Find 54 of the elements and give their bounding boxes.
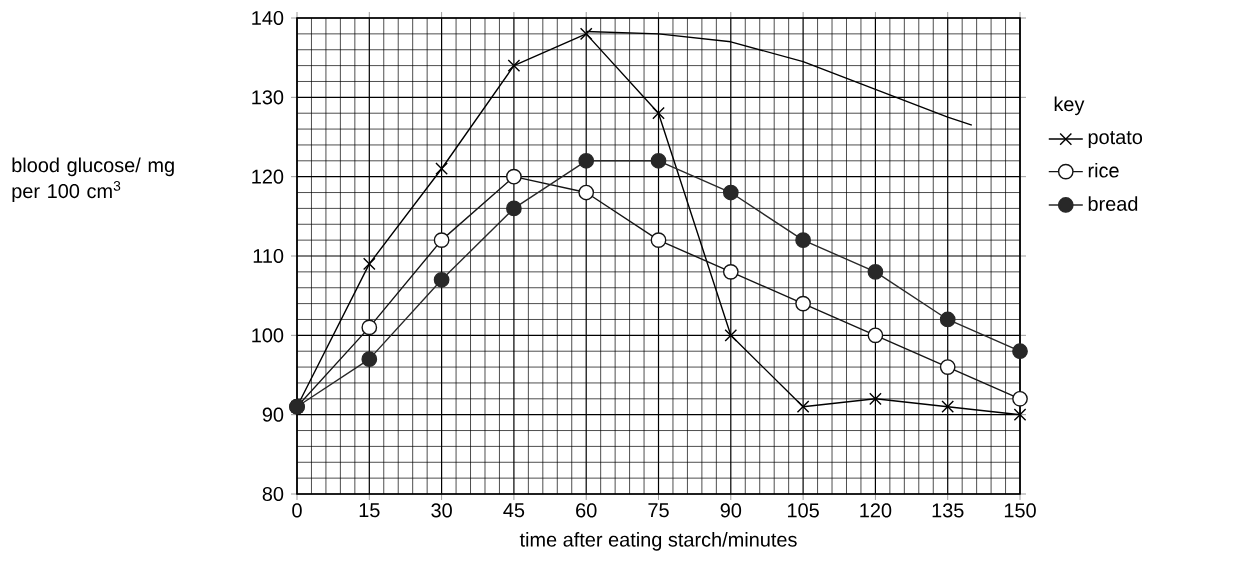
- x-tick-label: 15: [359, 503, 380, 518]
- y-tick-label: 90: [262, 407, 284, 422]
- x-tick-label: 135: [932, 503, 964, 518]
- point: [869, 392, 882, 406]
- point: [650, 232, 667, 248]
- point: [722, 184, 739, 201]
- point: [1013, 408, 1027, 421]
- legend-label: potato: [1088, 131, 1143, 149]
- y-axis-title: blood glucose/ mg per 100 cm$^{3}$: [12, 157, 174, 203]
- x-tick-label: 105: [788, 503, 819, 518]
- point: [1012, 390, 1028, 407]
- point: [867, 327, 884, 344]
- x-tick-label: 0: [292, 503, 302, 518]
- y-tick-label: 80: [262, 486, 284, 502]
- point: [722, 264, 739, 280]
- point: [433, 271, 450, 288]
- x-tick-label: 45: [503, 503, 525, 518]
- point: [650, 152, 667, 169]
- x-tick-label: 60: [576, 503, 597, 518]
- point: [506, 168, 522, 185]
- x-tick-label: 75: [648, 503, 669, 518]
- point: [579, 27, 593, 41]
- point: [435, 162, 448, 176]
- x-axis-title: time after eating starch/minutes: [519, 532, 797, 551]
- x-tick-label: 30: [431, 503, 452, 518]
- legend-title: key: [1054, 96, 1085, 116]
- point: [507, 59, 521, 72]
- point: [506, 200, 522, 217]
- point: [941, 400, 955, 414]
- point: [867, 264, 884, 280]
- x-tick-label: 150: [1004, 503, 1036, 518]
- point: [1012, 343, 1028, 360]
- y-tick-label: 120: [252, 169, 284, 184]
- point: [361, 319, 378, 336]
- point: [724, 329, 738, 342]
- y-tick-label: 140: [252, 10, 284, 26]
- point: [796, 400, 810, 414]
- y-tick-label: 100: [252, 328, 284, 343]
- point: [578, 152, 595, 169]
- point: [795, 232, 811, 248]
- y-tick-label: 110: [253, 248, 284, 264]
- x-tick-label: 120: [860, 503, 892, 518]
- point: [795, 295, 811, 312]
- y-tick-label: 130: [252, 90, 284, 105]
- point: [361, 351, 378, 367]
- x-tick-label: 90: [720, 503, 742, 518]
- point: [652, 106, 665, 120]
- point: [362, 257, 376, 271]
- legend-label: rice: [1088, 162, 1119, 178]
- legend-label: bread: [1088, 196, 1138, 211]
- point: [433, 232, 450, 248]
- point: [939, 359, 956, 375]
- point: [578, 184, 595, 201]
- point: [939, 311, 956, 328]
